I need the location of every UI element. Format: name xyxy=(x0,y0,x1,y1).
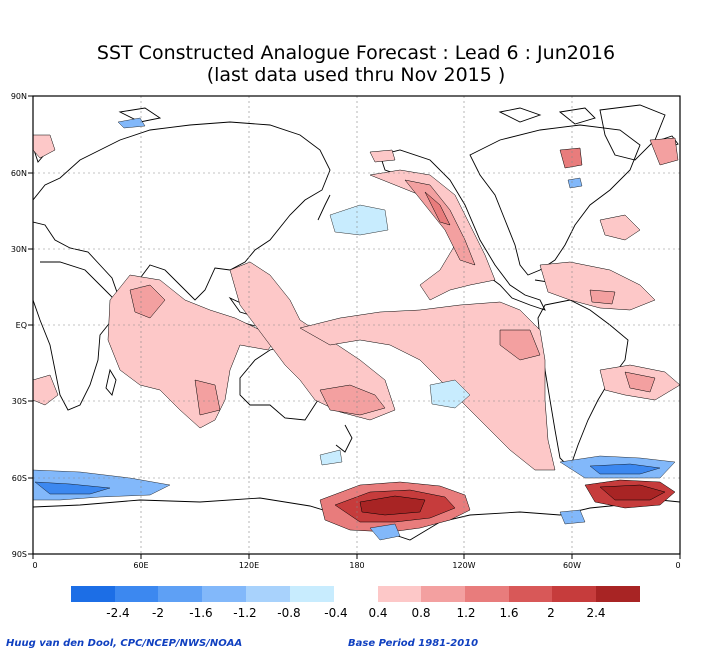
map-subtitle: (last data used thru Nov 2015 ) xyxy=(206,64,506,86)
colorbar-swatch-negative xyxy=(115,586,159,602)
colorbar-swatch-positive xyxy=(421,586,465,602)
colorbar-swatch-positive xyxy=(596,586,640,602)
lat-label: 30S xyxy=(12,397,27,406)
colorbar-swatch-positive xyxy=(465,586,509,602)
lon-label: 0 xyxy=(675,561,680,570)
base-period-text: Base Period 1981-2010 xyxy=(348,638,479,649)
lon-label: 0 xyxy=(32,561,37,570)
map-title: SST Constructed Analogue Forecast : Lead… xyxy=(96,42,616,64)
lat-label: 60S xyxy=(12,474,27,483)
lat-label: 90S xyxy=(12,550,27,559)
colorbar-label: 1.2 xyxy=(456,606,475,620)
colorbar-label: 0.8 xyxy=(411,606,430,620)
coastlines xyxy=(33,104,680,541)
colorbar-label: 2.4 xyxy=(586,606,605,620)
graticule xyxy=(33,96,680,554)
colorbar-swatch-negative xyxy=(202,586,246,602)
colorbar-label: -0.4 xyxy=(324,606,347,620)
colorbar-swatch-negative xyxy=(158,586,202,602)
lat-label: 60N xyxy=(11,169,27,178)
colorbar: -2.4 -2 -1.6 -1.2 -0.8 -0.4 0.4 0.8 1.2 … xyxy=(71,586,640,620)
lon-label: 180 xyxy=(349,561,364,570)
colorbar-label: -0.8 xyxy=(277,606,300,620)
colorbar-label: -2 xyxy=(152,606,164,620)
colorbar-swatch-positive xyxy=(378,586,422,602)
lon-label: 60E xyxy=(133,561,148,570)
colorbar-swatch-negative xyxy=(246,586,290,602)
credit-text: Huug van den Dool, CPC/NCEP/NWS/NOAA xyxy=(6,638,243,649)
colorbar-label: 2 xyxy=(547,606,555,620)
tick-marks xyxy=(28,95,681,559)
colorbar-label: -1.6 xyxy=(189,606,212,620)
lat-label: 30N xyxy=(11,245,27,254)
colorbar-swatch-negative xyxy=(71,586,115,602)
colorbar-swatch-positive xyxy=(509,586,553,602)
colorbar-swatch-negative xyxy=(290,586,334,602)
negative-anomaly-regions xyxy=(33,117,676,541)
colorbar-label: 1.6 xyxy=(499,606,518,620)
lat-label: EQ xyxy=(16,321,27,330)
colorbar-label: -1.2 xyxy=(233,606,256,620)
lon-label: 120E xyxy=(239,561,259,570)
lon-label: 60W xyxy=(563,561,581,570)
lon-label: 120W xyxy=(452,561,475,570)
colorbar-label: -2.4 xyxy=(106,606,129,620)
colorbar-swatch-positive xyxy=(552,586,596,602)
colorbar-label: 0.4 xyxy=(368,606,387,620)
lat-label: 90N xyxy=(11,92,27,101)
